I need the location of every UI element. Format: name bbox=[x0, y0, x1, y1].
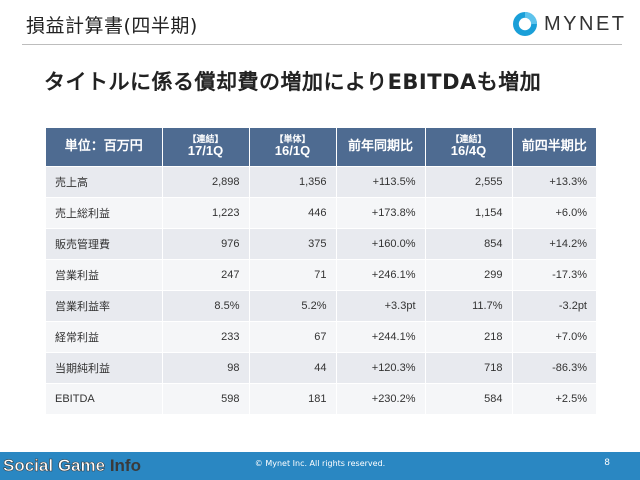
slide-footer bbox=[0, 452, 640, 480]
value-17-1q: 1,223 bbox=[162, 196, 250, 228]
table-row: 売上高 2,898 1,356 +113.5% 2,555 +13.3% bbox=[46, 165, 596, 197]
row-label: EBITDA bbox=[46, 382, 163, 414]
page-number: 8 bbox=[604, 458, 610, 468]
value-qoq: +6.0% bbox=[512, 196, 596, 228]
table-row: 当期純利益 98 44 +120.3% 718 -86.3% bbox=[46, 351, 596, 383]
value-qoq: -86.3% bbox=[512, 351, 596, 383]
value-yoy: +230.2% bbox=[336, 382, 426, 414]
value-qoq: -17.3% bbox=[512, 258, 596, 290]
table-row: 営業利益率 8.5% 5.2% +3.3pt 11.7% -3.2pt bbox=[46, 289, 596, 321]
header-cell-yoy: 前年同期比 bbox=[336, 128, 426, 166]
header-divider bbox=[22, 44, 622, 45]
value-17-1q: 598 bbox=[162, 382, 250, 414]
table-row: 経常利益 233 67 +244.1% 218 +7.0% bbox=[46, 320, 596, 352]
value-yoy: +246.1% bbox=[336, 258, 426, 290]
value-yoy: +120.3% bbox=[336, 351, 426, 383]
value-yoy: +173.8% bbox=[336, 196, 426, 228]
mynet-logo: MYNET bbox=[512, 10, 627, 38]
row-label: 当期純利益 bbox=[46, 351, 163, 383]
value-16-4q: 218 bbox=[425, 320, 513, 352]
row-label: 販売管理費 bbox=[46, 227, 163, 259]
value-16-4q: 2,555 bbox=[425, 165, 513, 197]
row-label: 経常利益 bbox=[46, 320, 163, 352]
value-17-1q: 2,898 bbox=[162, 165, 250, 197]
value-yoy: +244.1% bbox=[336, 320, 426, 352]
value-qoq: -3.2pt bbox=[512, 289, 596, 321]
value-qoq: +13.3% bbox=[512, 165, 596, 197]
value-17-1q: 233 bbox=[162, 320, 250, 352]
value-16-1q: 5.2% bbox=[249, 289, 337, 321]
value-16-4q: 718 bbox=[425, 351, 513, 383]
value-16-4q: 854 bbox=[425, 227, 513, 259]
value-16-1q: 67 bbox=[249, 320, 337, 352]
copyright-text: © Mynet Inc. All rights reserved. bbox=[254, 459, 386, 468]
row-label: 営業利益率 bbox=[46, 289, 163, 321]
slide-headline: タイトルに係る償却費の増加によりEBITDAも増加 bbox=[44, 70, 542, 94]
value-yoy: +160.0% bbox=[336, 227, 426, 259]
table-row: 売上総利益 1,223 446 +173.8% 1,154 +6.0% bbox=[46, 196, 596, 228]
value-16-1q: 44 bbox=[249, 351, 337, 383]
header-cell-qoq: 前四半期比 bbox=[512, 128, 596, 166]
value-yoy: +3.3pt bbox=[336, 289, 426, 321]
social-game-info-watermark: Social Game Info bbox=[3, 456, 141, 476]
value-16-4q: 299 bbox=[425, 258, 513, 290]
value-16-1q: 1,356 bbox=[249, 165, 337, 197]
value-17-1q: 976 bbox=[162, 227, 250, 259]
value-yoy: +113.5% bbox=[336, 165, 426, 197]
header-cell-16-1q: 【単体】 16/1Q bbox=[249, 128, 337, 166]
table-row: 営業利益 247 71 +246.1% 299 -17.3% bbox=[46, 258, 596, 290]
value-16-4q: 584 bbox=[425, 382, 513, 414]
value-qoq: +2.5% bbox=[512, 382, 596, 414]
value-17-1q: 8.5% bbox=[162, 289, 250, 321]
value-16-1q: 446 bbox=[249, 196, 337, 228]
row-label: 売上高 bbox=[46, 165, 163, 197]
value-16-1q: 181 bbox=[249, 382, 337, 414]
income-statement-table: 単位：百万円 【連結】 17/1Q 【単体】 16/1Q 前年同期比 【連結】 16/… bbox=[46, 128, 596, 414]
value-16-4q: 1,154 bbox=[425, 196, 513, 228]
header-cell-17-1q: 【連結】 17/1Q bbox=[162, 128, 250, 166]
value-16-4q: 11.7% bbox=[425, 289, 513, 321]
value-qoq: +14.2% bbox=[512, 227, 596, 259]
table-row: 販売管理費 976 375 +160.0% 854 +14.2% bbox=[46, 227, 596, 259]
table-row: EBITDA 598 181 +230.2% 584 +2.5% bbox=[46, 382, 596, 414]
logo-text: MYNET bbox=[544, 12, 627, 35]
slide-header: 損益計算書(四半期) bbox=[0, 0, 640, 48]
value-qoq: +7.0% bbox=[512, 320, 596, 352]
slide-title: 損益計算書(四半期) bbox=[26, 15, 198, 37]
header-cell-unit: 単位：百万円 bbox=[46, 128, 163, 166]
value-17-1q: 98 bbox=[162, 351, 250, 383]
value-16-1q: 375 bbox=[249, 227, 337, 259]
value-17-1q: 247 bbox=[162, 258, 250, 290]
header-cell-16-4q: 【連結】 16/4Q bbox=[425, 128, 513, 166]
table-header-row: 単位：百万円 【連結】 17/1Q 【単体】 16/1Q 前年同期比 【連結】 16/… bbox=[46, 128, 596, 166]
mynet-logo-icon bbox=[513, 12, 537, 36]
row-label: 営業利益 bbox=[46, 258, 163, 290]
value-16-1q: 71 bbox=[249, 258, 337, 290]
row-label: 売上総利益 bbox=[46, 196, 163, 228]
